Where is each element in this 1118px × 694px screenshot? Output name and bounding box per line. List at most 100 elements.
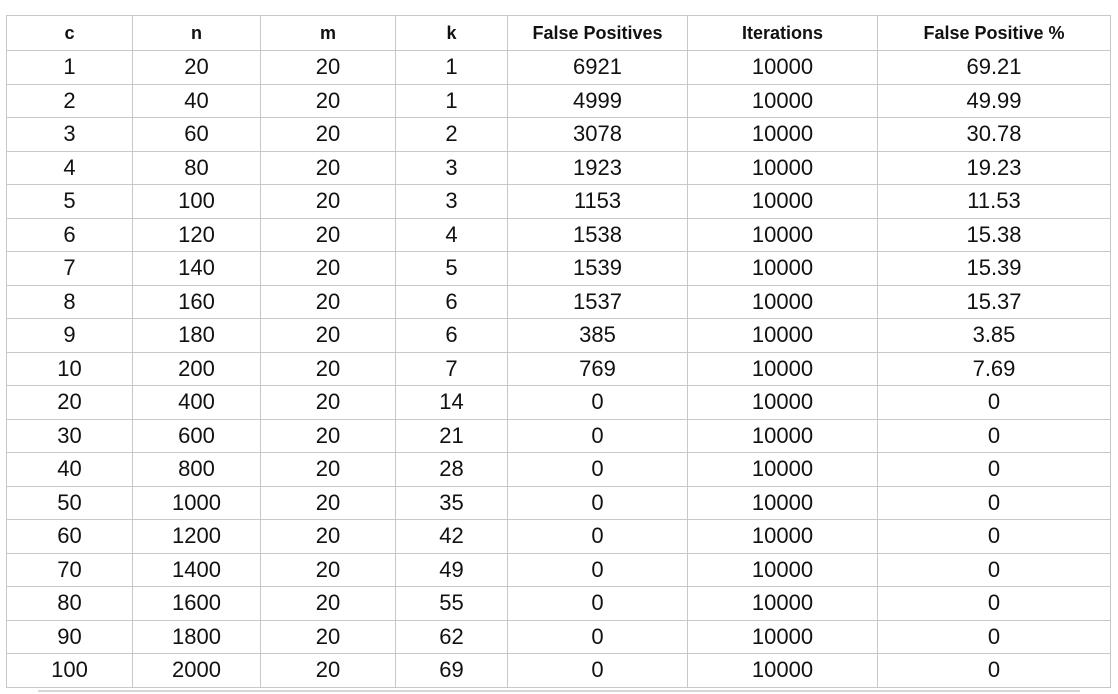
cell-k: 49 bbox=[395, 552, 508, 587]
cell-m: 20 bbox=[260, 619, 396, 654]
cell-n: 140 bbox=[132, 251, 261, 286]
cell-n: 800 bbox=[132, 452, 261, 487]
cell-iterations: 10000 bbox=[687, 150, 878, 185]
header-false-positive-percent: False Positive % bbox=[877, 15, 1111, 51]
cell-false-positives: 1153 bbox=[507, 184, 688, 219]
cell-k: 62 bbox=[395, 619, 508, 654]
cell-n: 1600 bbox=[132, 586, 261, 621]
cell-false-positive-percent: 11.53 bbox=[877, 184, 1111, 219]
cell-iterations: 10000 bbox=[687, 83, 878, 118]
cell-c: 40 bbox=[6, 452, 133, 487]
cell-m: 20 bbox=[260, 552, 396, 587]
cell-n: 180 bbox=[132, 318, 261, 353]
cell-iterations: 10000 bbox=[687, 418, 878, 453]
table-row: 8 160 20 6 1537 10000 15.37 bbox=[6, 284, 1111, 319]
cell-k: 1 bbox=[395, 50, 508, 85]
bottom-divider bbox=[38, 690, 1080, 692]
cell-false-positive-percent: 19.23 bbox=[877, 150, 1111, 185]
cell-false-positive-percent: 3.85 bbox=[877, 318, 1111, 353]
cell-k: 28 bbox=[395, 452, 508, 487]
cell-c: 90 bbox=[6, 619, 133, 654]
cell-false-positives: 0 bbox=[507, 452, 688, 487]
table-row: 3 60 20 2 3078 10000 30.78 bbox=[6, 117, 1111, 152]
cell-false-positive-percent: 15.38 bbox=[877, 217, 1111, 252]
cell-false-positives: 0 bbox=[507, 653, 688, 688]
cell-k: 21 bbox=[395, 418, 508, 453]
table-row: 60 1200 20 42 0 10000 0 bbox=[6, 519, 1111, 554]
cell-false-positives: 0 bbox=[507, 385, 688, 420]
cell-c: 20 bbox=[6, 385, 133, 420]
cell-false-positives: 0 bbox=[507, 619, 688, 654]
cell-n: 20 bbox=[132, 50, 261, 85]
cell-n: 1400 bbox=[132, 552, 261, 587]
cell-n: 2000 bbox=[132, 653, 261, 688]
header-false-positives: False Positives bbox=[507, 15, 688, 51]
cell-iterations: 10000 bbox=[687, 552, 878, 587]
cell-c: 7 bbox=[6, 251, 133, 286]
cell-c: 30 bbox=[6, 418, 133, 453]
cell-c: 9 bbox=[6, 318, 133, 353]
cell-k: 14 bbox=[395, 385, 508, 420]
table-row: 100 2000 20 69 0 10000 0 bbox=[6, 653, 1111, 688]
cell-m: 20 bbox=[260, 418, 396, 453]
cell-iterations: 10000 bbox=[687, 251, 878, 286]
cell-c: 8 bbox=[6, 284, 133, 319]
table-row: 80 1600 20 55 0 10000 0 bbox=[6, 586, 1111, 621]
cell-false-positives: 769 bbox=[507, 351, 688, 386]
cell-false-positive-percent: 49.99 bbox=[877, 83, 1111, 118]
cell-iterations: 10000 bbox=[687, 619, 878, 654]
table-row: 70 1400 20 49 0 10000 0 bbox=[6, 552, 1111, 587]
cell-iterations: 10000 bbox=[687, 351, 878, 386]
cell-k: 7 bbox=[395, 351, 508, 386]
header-m: m bbox=[260, 15, 396, 51]
cell-false-positives: 1538 bbox=[507, 217, 688, 252]
cell-n: 60 bbox=[132, 117, 261, 152]
cell-false-positives: 0 bbox=[507, 519, 688, 554]
cell-m: 20 bbox=[260, 117, 396, 152]
cell-k: 3 bbox=[395, 150, 508, 185]
cell-false-positives: 1923 bbox=[507, 150, 688, 185]
cell-iterations: 10000 bbox=[687, 318, 878, 353]
cell-n: 1200 bbox=[132, 519, 261, 554]
cell-false-positive-percent: 0 bbox=[877, 619, 1111, 654]
cell-n: 200 bbox=[132, 351, 261, 386]
results-table: c n m k False Positives Iterations False Posit… bbox=[6, 15, 1111, 688]
table-row: 40 800 20 28 0 10000 0 bbox=[6, 452, 1111, 487]
cell-c: 10 bbox=[6, 351, 133, 386]
cell-iterations: 10000 bbox=[687, 50, 878, 85]
cell-false-positives: 0 bbox=[507, 418, 688, 453]
cell-iterations: 10000 bbox=[687, 485, 878, 520]
header-k: k bbox=[395, 15, 508, 51]
cell-false-positives: 0 bbox=[507, 485, 688, 520]
header-iterations: Iterations bbox=[687, 15, 878, 51]
table-row: 90 1800 20 62 0 10000 0 bbox=[6, 619, 1111, 654]
cell-false-positive-percent: 0 bbox=[877, 385, 1111, 420]
cell-m: 20 bbox=[260, 217, 396, 252]
cell-m: 20 bbox=[260, 586, 396, 621]
cell-false-positive-percent: 15.39 bbox=[877, 251, 1111, 286]
cell-m: 20 bbox=[260, 251, 396, 286]
cell-k: 6 bbox=[395, 318, 508, 353]
cell-m: 20 bbox=[260, 653, 396, 688]
cell-n: 1000 bbox=[132, 485, 261, 520]
header-row: c n m k False Positives Iterations False Posit… bbox=[6, 15, 1111, 51]
cell-k: 5 bbox=[395, 251, 508, 286]
cell-m: 20 bbox=[260, 184, 396, 219]
table-row: 4 80 20 3 1923 10000 19.23 bbox=[6, 150, 1111, 185]
table-row: 7 140 20 5 1539 10000 15.39 bbox=[6, 251, 1111, 286]
cell-iterations: 10000 bbox=[687, 519, 878, 554]
cell-false-positive-percent: 30.78 bbox=[877, 117, 1111, 152]
cell-m: 20 bbox=[260, 385, 396, 420]
cell-n: 160 bbox=[132, 284, 261, 319]
header-n: n bbox=[132, 15, 261, 51]
cell-m: 20 bbox=[260, 318, 396, 353]
cell-false-positives: 0 bbox=[507, 552, 688, 587]
cell-iterations: 10000 bbox=[687, 284, 878, 319]
cell-c: 3 bbox=[6, 117, 133, 152]
cell-m: 20 bbox=[260, 50, 396, 85]
cell-c: 1 bbox=[6, 50, 133, 85]
cell-m: 20 bbox=[260, 284, 396, 319]
cell-k: 35 bbox=[395, 485, 508, 520]
cell-k: 3 bbox=[395, 184, 508, 219]
table-row: 30 600 20 21 0 10000 0 bbox=[6, 418, 1111, 453]
